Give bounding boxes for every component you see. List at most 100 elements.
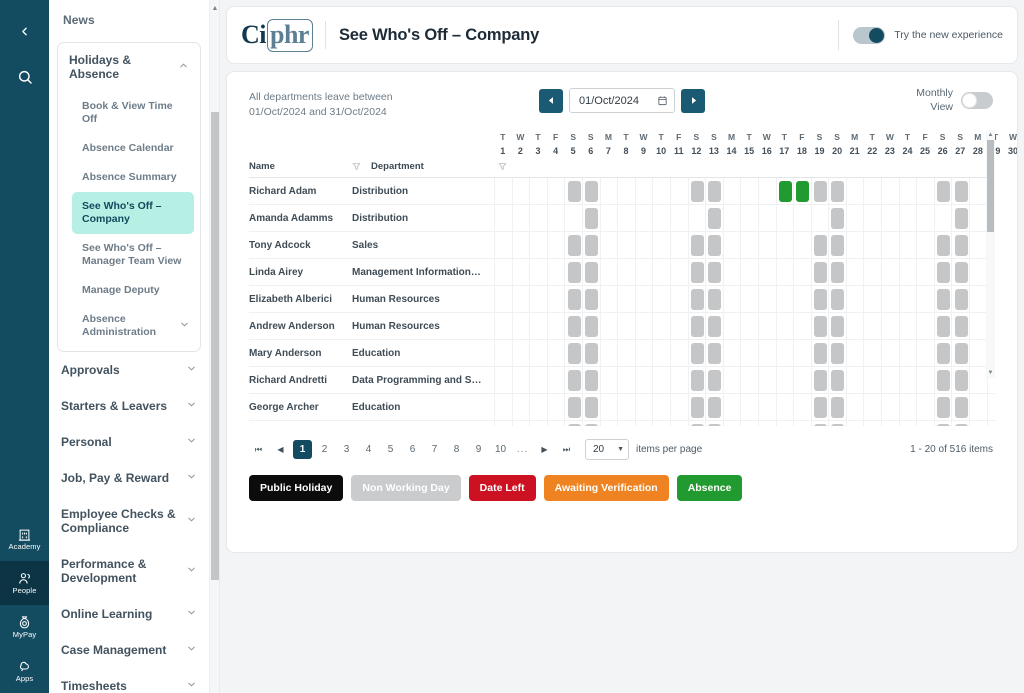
sidebar-item-absence-summary[interactable]: Absence Summary [58,163,200,192]
day-cell-12[interactable] [687,339,706,367]
day-cell-27[interactable] [951,178,969,205]
day-cell-11[interactable] [669,231,688,259]
pagination-page-10[interactable]: 10 [494,444,507,455]
day-cell-25[interactable] [916,312,934,340]
day-cell-7[interactable] [599,285,618,313]
day-cell-12[interactable] [687,393,706,421]
day-cell-19[interactable] [810,420,829,426]
day-cell-19[interactable] [810,366,829,394]
day-cell-23[interactable] [881,312,899,340]
day-cell-5[interactable] [564,258,582,286]
day-cell-22[interactable] [863,258,881,286]
day-cell-24[interactable] [898,366,917,394]
pagination-page-2[interactable]: 2 [321,444,328,455]
day-cell-11[interactable] [669,420,688,426]
day-cell-14[interactable] [722,258,741,286]
day-cell-21[interactable] [845,312,864,340]
day-cell-22[interactable] [863,339,881,367]
day-cell-8[interactable] [617,366,635,394]
day-cell-4[interactable] [546,285,565,313]
day-cell-3[interactable] [529,366,547,394]
day-cell-25[interactable] [916,285,934,313]
day-cell-4[interactable] [546,231,565,259]
rail-item-people[interactable]: People [0,561,49,605]
day-cell-15[interactable] [740,312,758,340]
pagination-page-1[interactable]: 1 [293,440,312,459]
day-cell-25[interactable] [916,366,934,394]
day-cell-3[interactable] [529,393,547,421]
day-cell-21[interactable] [845,204,864,232]
day-cell-26[interactable] [933,366,952,394]
day-cell-4[interactable] [546,339,565,367]
day-cell-23[interactable] [881,393,899,421]
day-cell-26[interactable] [933,178,952,205]
pagination-page-9[interactable]: 9 [475,444,482,455]
table-row[interactable]: Mary Anderson Education [249,339,995,367]
sidebar-item-book-view-time-off[interactable]: Book & View Time Off [58,92,200,134]
sidebar-item-absence-calendar[interactable]: Absence Calendar [58,134,200,163]
monthly-view-toggle[interactable] [961,91,993,109]
chevron-left-icon[interactable] [11,17,39,45]
table-row[interactable]: George Archer Education [249,393,995,421]
day-cell-20[interactable] [828,393,846,421]
day-cell-14[interactable] [722,312,741,340]
day-cell-25[interactable] [916,339,934,367]
search-icon[interactable] [11,63,39,91]
table-vertical-scrollbar[interactable]: ▲ ▼ [986,130,995,378]
sidebar-item-manage-deputy[interactable]: Manage Deputy [58,276,200,305]
day-cell-12[interactable] [687,420,706,426]
day-cell-7[interactable] [599,231,618,259]
day-cell-18[interactable] [793,204,811,232]
day-cell-6[interactable] [581,285,600,313]
day-cell-28[interactable] [969,393,987,421]
pagination-next-button[interactable]: ▶ [541,445,548,454]
day-cell-21[interactable] [845,366,864,394]
day-cell-27[interactable] [951,312,969,340]
day-cell-27[interactable] [951,393,969,421]
day-cell-5[interactable] [564,420,582,426]
day-cell-19[interactable] [810,312,829,340]
day-cell-23[interactable] [881,339,899,367]
day-cell-12[interactable] [687,312,706,340]
day-cell-4[interactable] [546,204,565,232]
day-cell-8[interactable] [617,178,635,205]
sidebar-group-header-holidays-absence[interactable]: Holidays & Absence [58,43,200,91]
day-cell-9[interactable] [634,393,653,421]
day-cell-8[interactable] [617,258,635,286]
day-cell-11[interactable] [669,312,688,340]
day-cell-11[interactable] [669,393,688,421]
day-cell-2[interactable] [511,285,530,313]
pagination-page-8[interactable]: 8 [453,444,460,455]
day-cell-22[interactable] [863,420,881,426]
day-cell-3[interactable] [529,420,547,426]
pagination-prev-button[interactable]: ◀ [277,445,284,454]
day-cell-14[interactable] [722,366,741,394]
day-cell-12[interactable] [687,366,706,394]
day-cell-18[interactable] [793,339,811,367]
sidebar-item-personal[interactable]: Personal [49,424,209,460]
day-cell-19[interactable] [810,258,829,286]
day-cell-17[interactable] [775,420,794,426]
day-cell-19[interactable] [810,339,829,367]
day-cell-24[interactable] [898,258,917,286]
day-cell-27[interactable] [951,339,969,367]
day-cell-27[interactable] [951,366,969,394]
day-cell-15[interactable] [740,178,758,205]
sidebar-item-news[interactable]: News [49,4,209,36]
pagination-last-button[interactable]: ⏭ [562,444,571,454]
day-cell-18[interactable] [793,393,811,421]
day-cell-1[interactable] [494,285,512,313]
day-cell-21[interactable] [845,285,864,313]
day-cell-10[interactable] [652,366,670,394]
day-cell-22[interactable] [863,231,881,259]
day-cell-26[interactable] [933,420,952,426]
day-cell-23[interactable] [881,258,899,286]
day-cell-18[interactable] [793,285,811,313]
day-cell-4[interactable] [546,258,565,286]
sidebar-item-case-management[interactable]: Case Management [49,632,209,668]
day-cell-20[interactable] [828,285,846,313]
day-cell-22[interactable] [863,393,881,421]
sidebar-item-timesheets[interactable]: Timesheets [49,668,209,693]
day-cell-21[interactable] [845,258,864,286]
day-cell-1[interactable] [494,393,512,421]
